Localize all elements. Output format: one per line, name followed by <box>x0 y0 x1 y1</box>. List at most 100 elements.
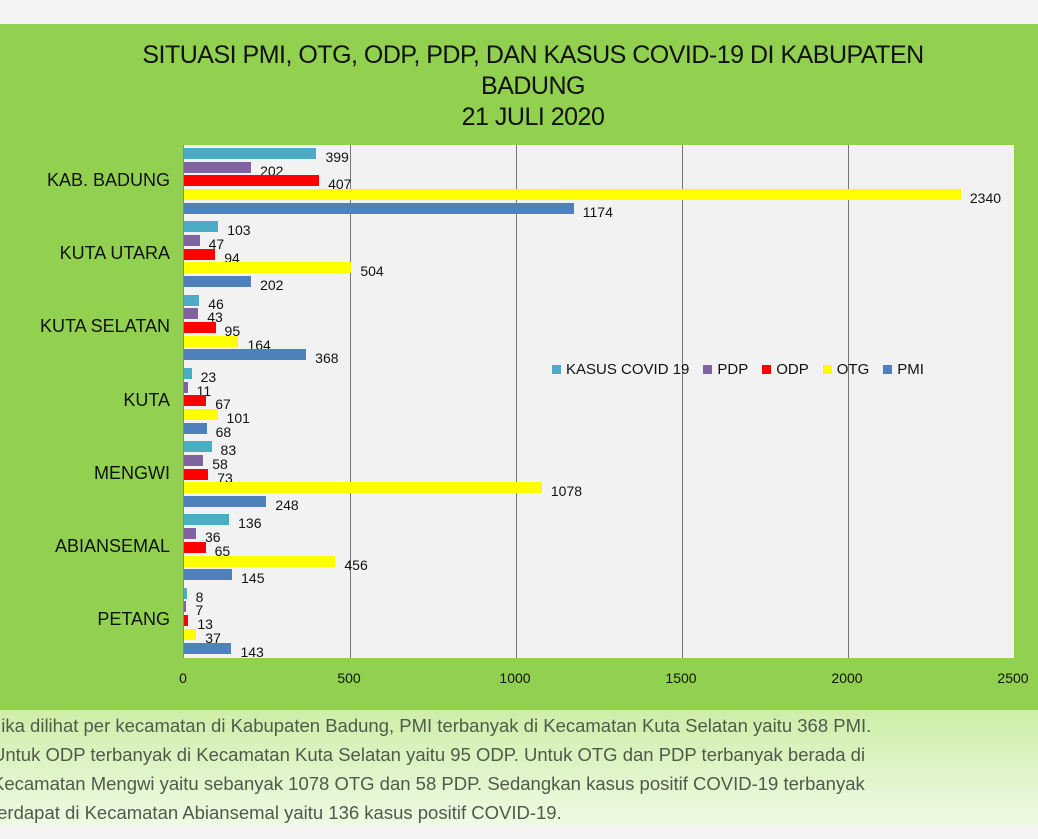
x-tick-label: 2500 <box>997 670 1029 686</box>
category-label: KUTA UTARA <box>59 242 170 263</box>
data-label: 504 <box>360 263 384 280</box>
bar-pdp <box>184 601 187 613</box>
bar-pmi <box>184 349 307 361</box>
legend-label: PDP <box>717 361 749 378</box>
data-label: 368 <box>315 350 339 367</box>
data-label: 407 <box>328 176 352 193</box>
data-label: 67 <box>215 396 231 413</box>
data-label: 43 <box>207 309 223 326</box>
data-label: 136 <box>238 515 262 532</box>
category-label: KAB. BADUNG <box>46 169 170 190</box>
bar-otg <box>184 408 218 420</box>
bar-pdp <box>184 381 188 393</box>
bar-odp <box>184 248 216 260</box>
data-label: 8 <box>195 588 204 605</box>
legend-item: PMI <box>883 361 924 378</box>
chart-title: SITUASI PMI, OTG, ODP, PDP, DAN KASUS CO… <box>0 40 1038 133</box>
category-label: PETANG <box>97 609 170 630</box>
legend-swatch <box>883 365 893 374</box>
data-label: 7 <box>195 602 204 619</box>
bar-otg <box>184 189 961 201</box>
data-label: 13 <box>197 616 213 633</box>
category-label: ABIANSEMAL <box>54 536 170 557</box>
bar-pdp <box>184 308 199 320</box>
bar-otg <box>184 628 197 640</box>
data-label: 83 <box>220 442 237 459</box>
bar-kasus-covid-19 <box>184 587 187 599</box>
bar-kasus-covid-19 <box>184 148 317 159</box>
data-label: 101 <box>226 409 250 426</box>
data-label: 456 <box>344 556 368 573</box>
bar-odp <box>184 615 189 627</box>
title-line-2: BADUNG <box>481 72 585 100</box>
legend-label: ODP <box>776 361 809 378</box>
data-label: 248 <box>275 496 299 513</box>
legend-label: KASUS COVID 19 <box>566 361 690 378</box>
bar-kasus-covid-19 <box>184 367 192 379</box>
gridline <box>350 145 351 658</box>
bar-kasus-covid-19 <box>184 441 212 453</box>
bar-pmi <box>184 569 233 581</box>
gridline <box>848 145 849 658</box>
title-line-3: 21 JULI 2020 <box>461 103 605 131</box>
data-label: 36 <box>204 529 221 546</box>
data-label: 202 <box>260 162 284 179</box>
bar-kasus-covid-19 <box>184 294 200 306</box>
data-label: 46 <box>208 295 224 312</box>
x-tick-label: 1000 <box>499 670 531 686</box>
data-label: 11 <box>196 382 212 399</box>
data-label: 164 <box>247 336 271 353</box>
bar-odp <box>184 175 320 187</box>
x-tick-label: 1500 <box>665 670 697 686</box>
data-label: 73 <box>217 469 233 486</box>
data-label: 202 <box>260 277 284 294</box>
bar-kasus-covid-19 <box>184 221 219 233</box>
data-label: 23 <box>200 368 217 385</box>
bar-otg <box>184 555 336 567</box>
bar-otg <box>184 482 542 494</box>
data-label: 95 <box>224 322 241 339</box>
x-tick-label: 500 <box>337 670 361 686</box>
x-tick-label: 2000 <box>831 670 863 686</box>
data-label: 1174 <box>582 203 613 220</box>
bar-pmi <box>184 642 232 654</box>
data-label: 47 <box>208 235 225 252</box>
data-label: 2340 <box>969 190 1002 207</box>
bar-odp <box>184 541 206 553</box>
legend-swatch <box>703 365 713 374</box>
data-label: 68 <box>215 423 232 440</box>
bar-odp <box>184 395 207 407</box>
data-label: 399 <box>325 149 349 165</box>
data-label: 37 <box>205 629 221 646</box>
gridline <box>516 145 517 658</box>
note-line: Kecamatan Mengwi yaitu sebanyak 1078 OTG… <box>0 773 865 794</box>
bar-pdp <box>184 454 204 466</box>
legend-label: PMI <box>897 361 924 378</box>
legend-swatch <box>552 365 561 374</box>
bar-pdp <box>184 234 200 246</box>
category-label: KUTA SELATAN <box>39 316 170 337</box>
data-label: 94 <box>224 249 240 266</box>
legend-item: KASUS COVID 19 <box>552 361 689 378</box>
legend-item: ODP <box>762 361 809 378</box>
legend-swatch <box>762 365 772 374</box>
note-line: terdapat di Kecamatan Abiansemal yaitu 1… <box>0 802 562 823</box>
x-tick-label: 0 <box>179 670 187 686</box>
legend-label: OTG <box>836 361 870 378</box>
data-label: 143 <box>240 643 264 660</box>
gridline <box>682 145 683 658</box>
bar-pmi <box>184 276 252 288</box>
bar-odp <box>184 321 216 333</box>
data-label: 58 <box>212 455 228 472</box>
title-line-1: SITUASI PMI, OTG, ODP, PDP, DAN KASUS CO… <box>142 41 924 69</box>
bar-pdp <box>184 528 196 540</box>
data-label: 1078 <box>550 483 583 500</box>
category-label: KUTA <box>123 389 170 410</box>
data-label: 103 <box>227 222 251 239</box>
legend-swatch <box>822 365 832 374</box>
bar-kasus-covid-19 <box>184 514 230 526</box>
note-line: Jika dilihat per kecamatan di Kabupaten … <box>0 715 872 736</box>
description-text: Jika dilihat per kecamatan di Kabupaten … <box>0 710 1038 825</box>
bar-pmi <box>184 202 574 214</box>
bar-pmi <box>184 495 267 507</box>
